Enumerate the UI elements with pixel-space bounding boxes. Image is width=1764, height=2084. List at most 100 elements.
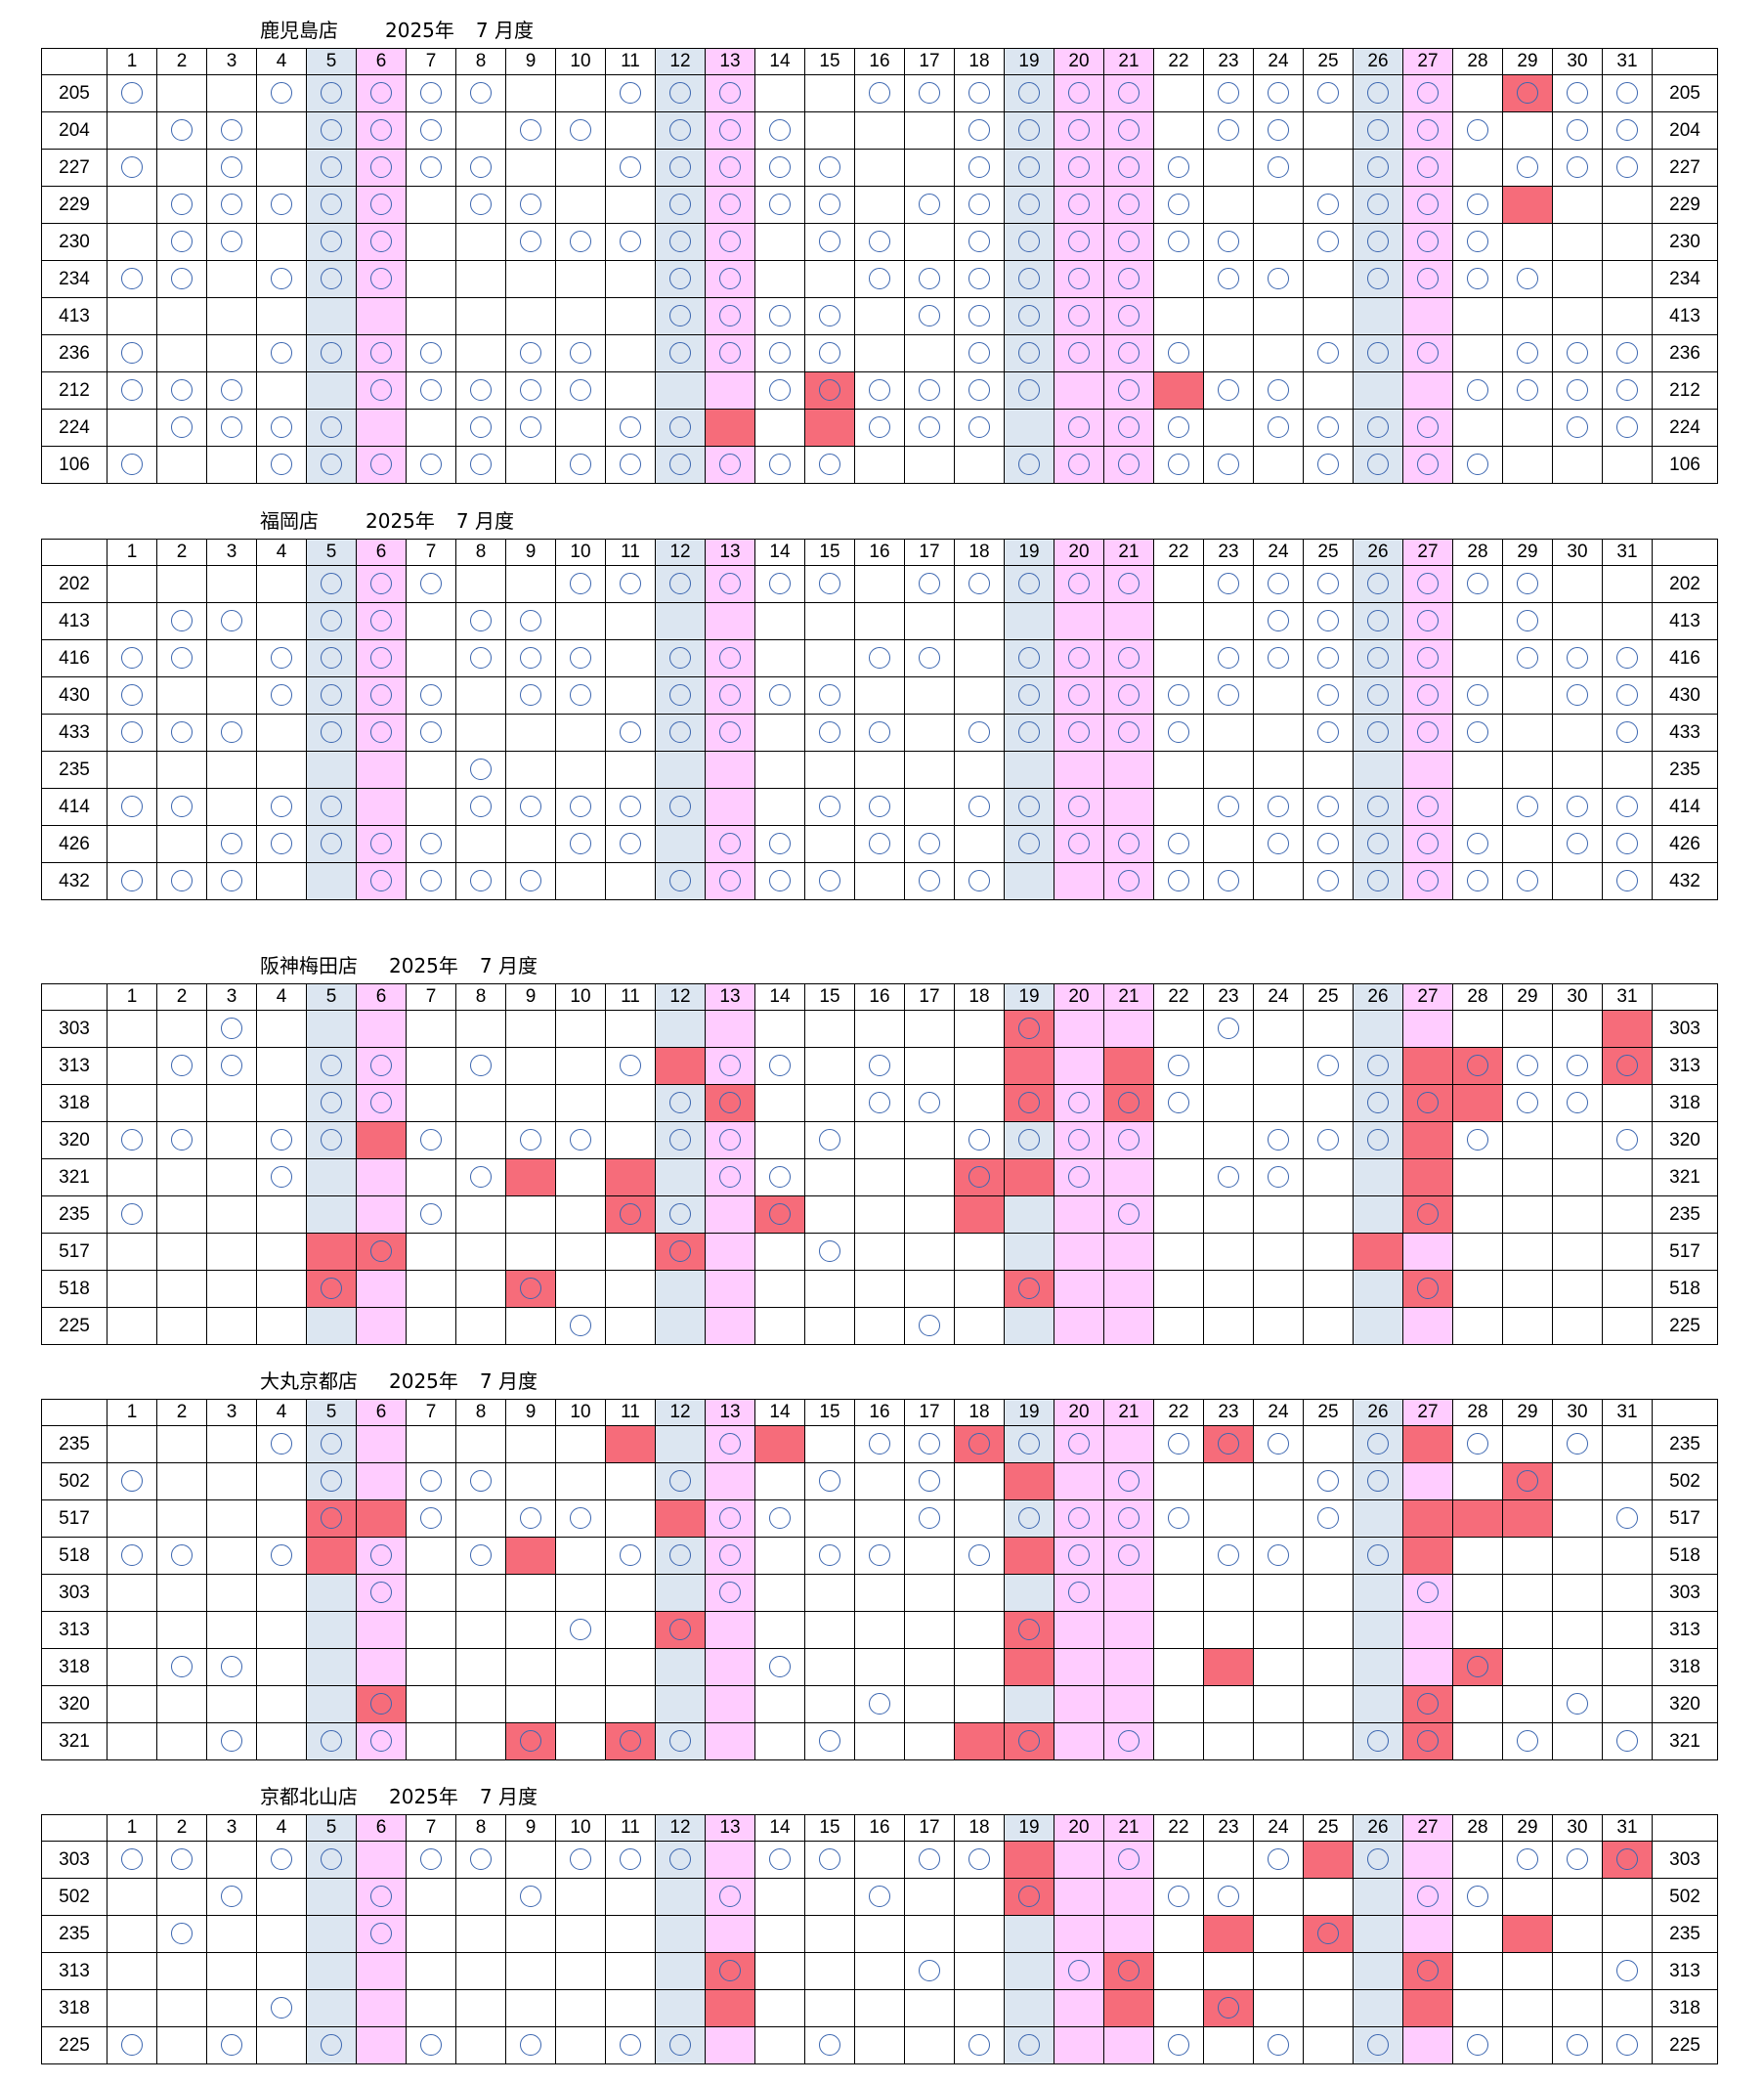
day-cell[interactable]: [1452, 2026, 1503, 2064]
day-cell-red[interactable]: [1004, 1084, 1054, 1122]
day-cell[interactable]: [406, 565, 456, 603]
day-cell[interactable]: [1402, 409, 1453, 447]
day-cell[interactable]: [1253, 2026, 1304, 2064]
day-cell[interactable]: [107, 565, 157, 603]
day-cell[interactable]: [705, 1121, 755, 1159]
day-cell[interactable]: [1452, 1158, 1503, 1196]
day-cell[interactable]: [505, 223, 556, 261]
day-cell[interactable]: [854, 862, 905, 900]
day-cell[interactable]: [1552, 1270, 1603, 1308]
day-cell[interactable]: [1203, 446, 1254, 484]
day-cell[interactable]: [1353, 334, 1403, 372]
day-cell[interactable]: [256, 1952, 307, 1990]
day-cell-red[interactable]: [1602, 1010, 1653, 1048]
day-cell[interactable]: [306, 751, 357, 789]
day-cell[interactable]: [455, 1989, 506, 2027]
day-cell[interactable]: [1353, 1574, 1403, 1612]
day-cell-red[interactable]: [505, 1270, 556, 1308]
day-cell[interactable]: [1203, 186, 1254, 224]
day-cell[interactable]: [1253, 297, 1304, 335]
day-cell[interactable]: [804, 1307, 855, 1345]
day-cell[interactable]: [655, 446, 706, 484]
day-cell[interactable]: [107, 2026, 157, 2064]
day-cell[interactable]: [655, 1158, 706, 1196]
day-cell[interactable]: [705, 1648, 755, 1686]
day-cell[interactable]: [804, 334, 855, 372]
day-cell[interactable]: [1552, 74, 1603, 112]
day-cell[interactable]: [655, 602, 706, 640]
day-cell[interactable]: [356, 1270, 407, 1308]
day-cell[interactable]: [455, 1195, 506, 1234]
day-cell[interactable]: [406, 1574, 456, 1612]
day-cell[interactable]: [256, 1307, 307, 1345]
day-cell[interactable]: [1253, 409, 1304, 447]
day-cell[interactable]: [306, 1878, 357, 1916]
day-cell[interactable]: [1054, 1611, 1104, 1649]
day-cell[interactable]: [954, 1270, 1005, 1308]
day-cell[interactable]: [1054, 111, 1104, 150]
day-cell[interactable]: [455, 186, 506, 224]
day-cell-red[interactable]: [605, 1158, 656, 1196]
day-cell[interactable]: [854, 2026, 905, 2064]
day-cell[interactable]: [455, 223, 506, 261]
day-cell[interactable]: [954, 1611, 1005, 1649]
day-cell[interactable]: [655, 1722, 706, 1760]
day-cell[interactable]: [1303, 1685, 1354, 1723]
day-cell[interactable]: [1452, 602, 1503, 640]
day-cell[interactable]: [156, 1952, 207, 1990]
day-cell[interactable]: [206, 223, 257, 261]
day-cell[interactable]: [705, 74, 755, 112]
day-cell[interactable]: [1353, 371, 1403, 410]
day-cell[interactable]: [954, 1307, 1005, 1345]
day-cell[interactable]: [655, 1307, 706, 1345]
day-cell[interactable]: [854, 639, 905, 677]
day-cell[interactable]: [1353, 565, 1403, 603]
day-cell[interactable]: [1502, 1685, 1553, 1723]
day-cell[interactable]: [1502, 1010, 1553, 1048]
day-cell[interactable]: [455, 1047, 506, 1085]
day-cell[interactable]: [406, 862, 456, 900]
day-cell[interactable]: [256, 1685, 307, 1723]
day-cell[interactable]: [1303, 825, 1354, 863]
day-cell[interactable]: [356, 676, 407, 715]
day-cell[interactable]: [954, 565, 1005, 603]
day-cell[interactable]: [804, 1722, 855, 1760]
day-cell[interactable]: [854, 1685, 905, 1723]
day-cell[interactable]: [1353, 186, 1403, 224]
day-cell[interactable]: [1153, 788, 1204, 826]
day-cell[interactable]: [1103, 409, 1154, 447]
day-cell[interactable]: [705, 565, 755, 603]
day-cell[interactable]: [954, 149, 1005, 187]
day-cell[interactable]: [206, 862, 257, 900]
day-cell[interactable]: [356, 565, 407, 603]
day-cell[interactable]: [1353, 862, 1403, 900]
day-cell[interactable]: [854, 334, 905, 372]
day-cell[interactable]: [1602, 565, 1653, 603]
day-cell[interactable]: [655, 1462, 706, 1500]
day-cell[interactable]: [1153, 409, 1204, 447]
day-cell[interactable]: [1602, 788, 1653, 826]
day-cell[interactable]: [505, 186, 556, 224]
day-cell[interactable]: [505, 371, 556, 410]
day-cell[interactable]: [156, 260, 207, 298]
day-cell[interactable]: [754, 260, 805, 298]
day-cell[interactable]: [1054, 1195, 1104, 1234]
day-cell[interactable]: [306, 149, 357, 187]
day-cell[interactable]: [1452, 446, 1503, 484]
day-cell[interactable]: [406, 297, 456, 335]
day-cell[interactable]: [1502, 223, 1553, 261]
day-cell[interactable]: [406, 223, 456, 261]
day-cell[interactable]: [406, 1952, 456, 1990]
day-cell[interactable]: [1402, 1611, 1453, 1649]
day-cell[interactable]: [1054, 1307, 1104, 1345]
day-cell-red[interactable]: [655, 1611, 706, 1649]
day-cell[interactable]: [1054, 260, 1104, 298]
day-cell[interactable]: [1203, 1195, 1254, 1234]
day-cell[interactable]: [356, 862, 407, 900]
day-cell[interactable]: [1303, 639, 1354, 677]
day-cell[interactable]: [655, 639, 706, 677]
day-cell[interactable]: [1552, 223, 1603, 261]
day-cell[interactable]: [904, 1010, 955, 1048]
day-cell[interactable]: [356, 446, 407, 484]
day-cell[interactable]: [1153, 1915, 1204, 1953]
